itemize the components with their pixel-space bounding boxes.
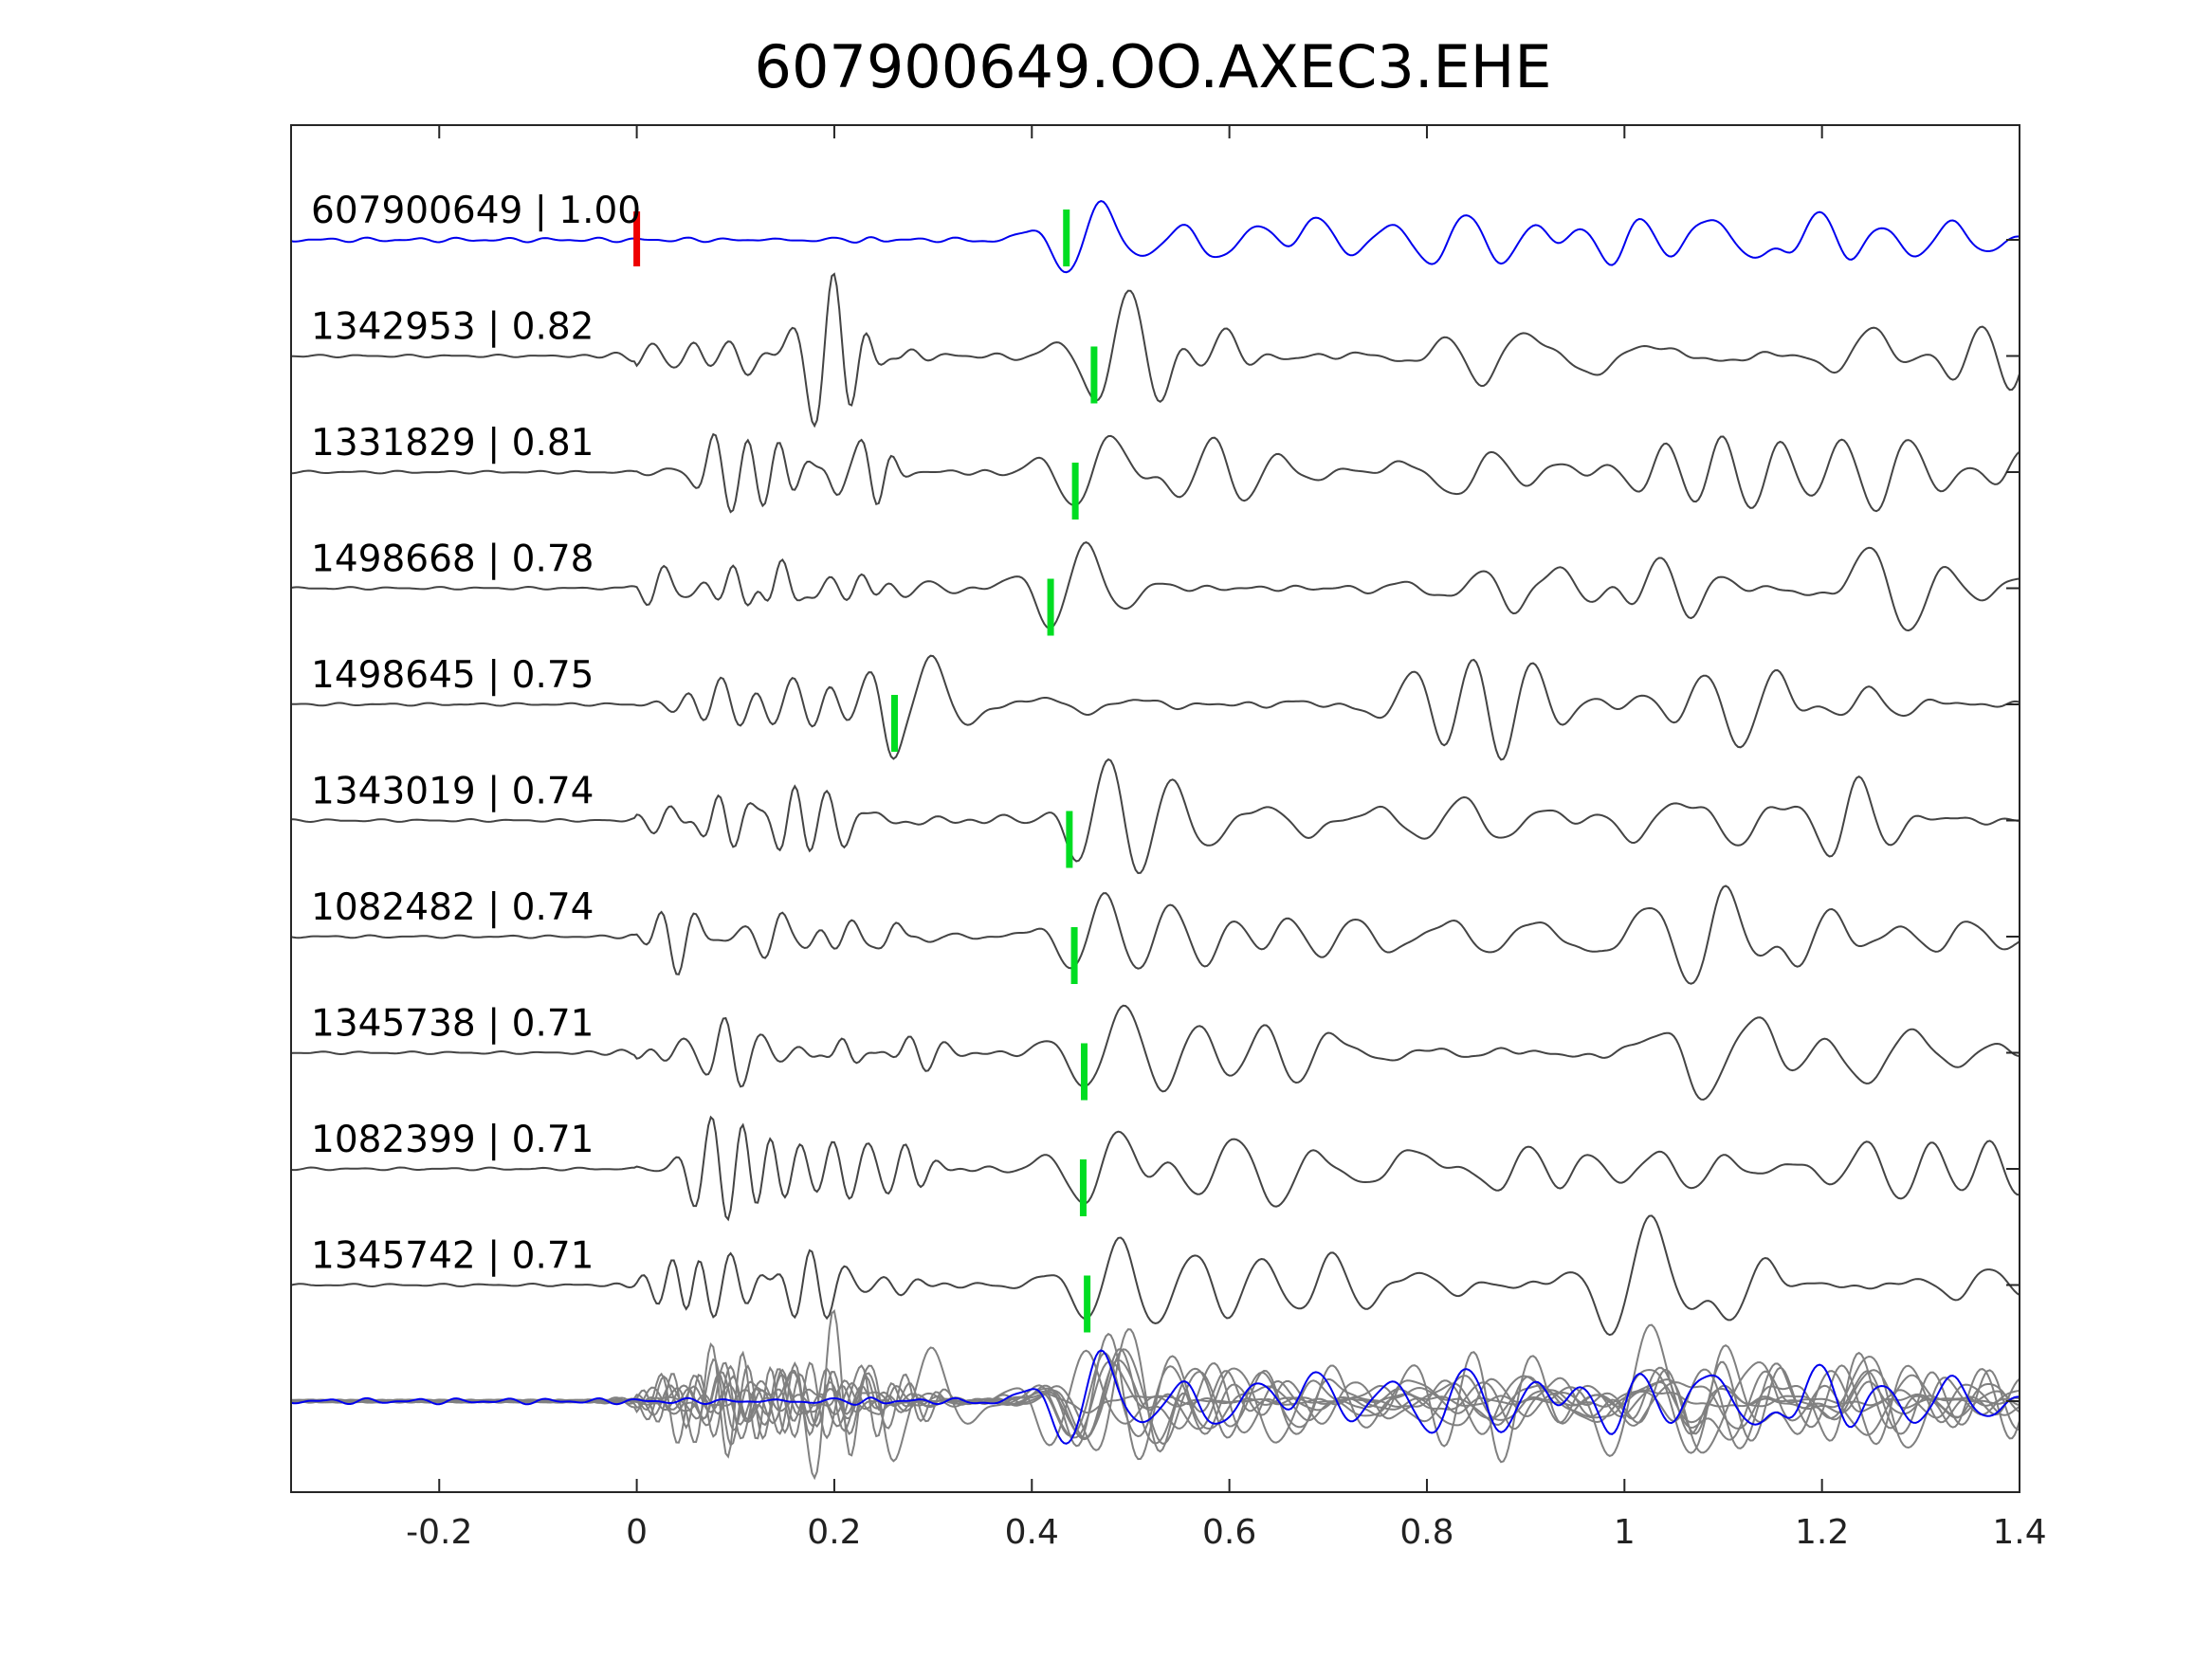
trace-waveform — [291, 432, 2020, 514]
trace-waveform — [291, 200, 2020, 274]
trace-label: 1342953 | 0.82 — [311, 306, 594, 349]
overlay-template-waveform — [291, 1323, 2020, 1457]
x-tick-label: 0 — [626, 1513, 648, 1552]
overlay-reference-waveform — [291, 1349, 2020, 1445]
trace-waveform — [291, 757, 2020, 875]
x-tick-label: 0.8 — [1399, 1513, 1453, 1552]
x-tick-label: 1 — [1614, 1513, 1636, 1552]
trace-waveform — [291, 884, 2020, 985]
trace-waveform — [291, 654, 2020, 761]
markers-layer — [633, 210, 1098, 1333]
trace-label: 607900649 | 1.00 — [311, 190, 641, 232]
x-tick-label: 0.2 — [807, 1513, 861, 1552]
labels-layer: 607900649 | 1.00 1342953 | 0.82 1331829 | … — [311, 190, 641, 1278]
trace-label: 1082399 | 0.71 — [311, 1119, 594, 1161]
x-tick-label: 1.4 — [1992, 1513, 2046, 1552]
x-tick-label: -0.2 — [406, 1513, 472, 1552]
trace-label: 1498645 | 0.75 — [311, 654, 594, 697]
trace-waveform — [291, 541, 2020, 632]
chart-title: 607900649.OO.AXEC3.EHE — [755, 32, 1552, 101]
trace-waveform — [291, 1115, 2020, 1222]
x-axis-ticks: -0.2 0 0.2 0.4 0.6 0.8 1 1.2 1.4 — [406, 125, 2047, 1552]
overlay-template-waveform — [291, 1341, 2020, 1459]
overlay-template-waveform — [291, 1308, 2020, 1481]
x-tick-label: 1.2 — [1795, 1513, 1849, 1552]
trace-label: 1345738 | 0.71 — [311, 1003, 594, 1046]
trace-label: 1331829 | 0.81 — [311, 422, 594, 465]
trace-waveform — [291, 272, 2020, 428]
trace-label: 1082482 | 0.74 — [311, 886, 594, 929]
trace-waveform — [291, 1004, 2020, 1101]
x-tick-label: 0.6 — [1202, 1513, 1256, 1552]
trace-waveform — [291, 1214, 2020, 1337]
overlay-layer — [291, 1308, 2020, 1481]
trace-label: 1498668 | 0.78 — [311, 538, 594, 581]
x-tick-label: 0.4 — [1005, 1513, 1059, 1552]
trace-label: 1343019 | 0.74 — [311, 771, 594, 813]
trace-label: 1345742 | 0.71 — [311, 1235, 594, 1278]
plot-frame — [290, 124, 2020, 1493]
traces-layer — [291, 200, 2020, 1337]
